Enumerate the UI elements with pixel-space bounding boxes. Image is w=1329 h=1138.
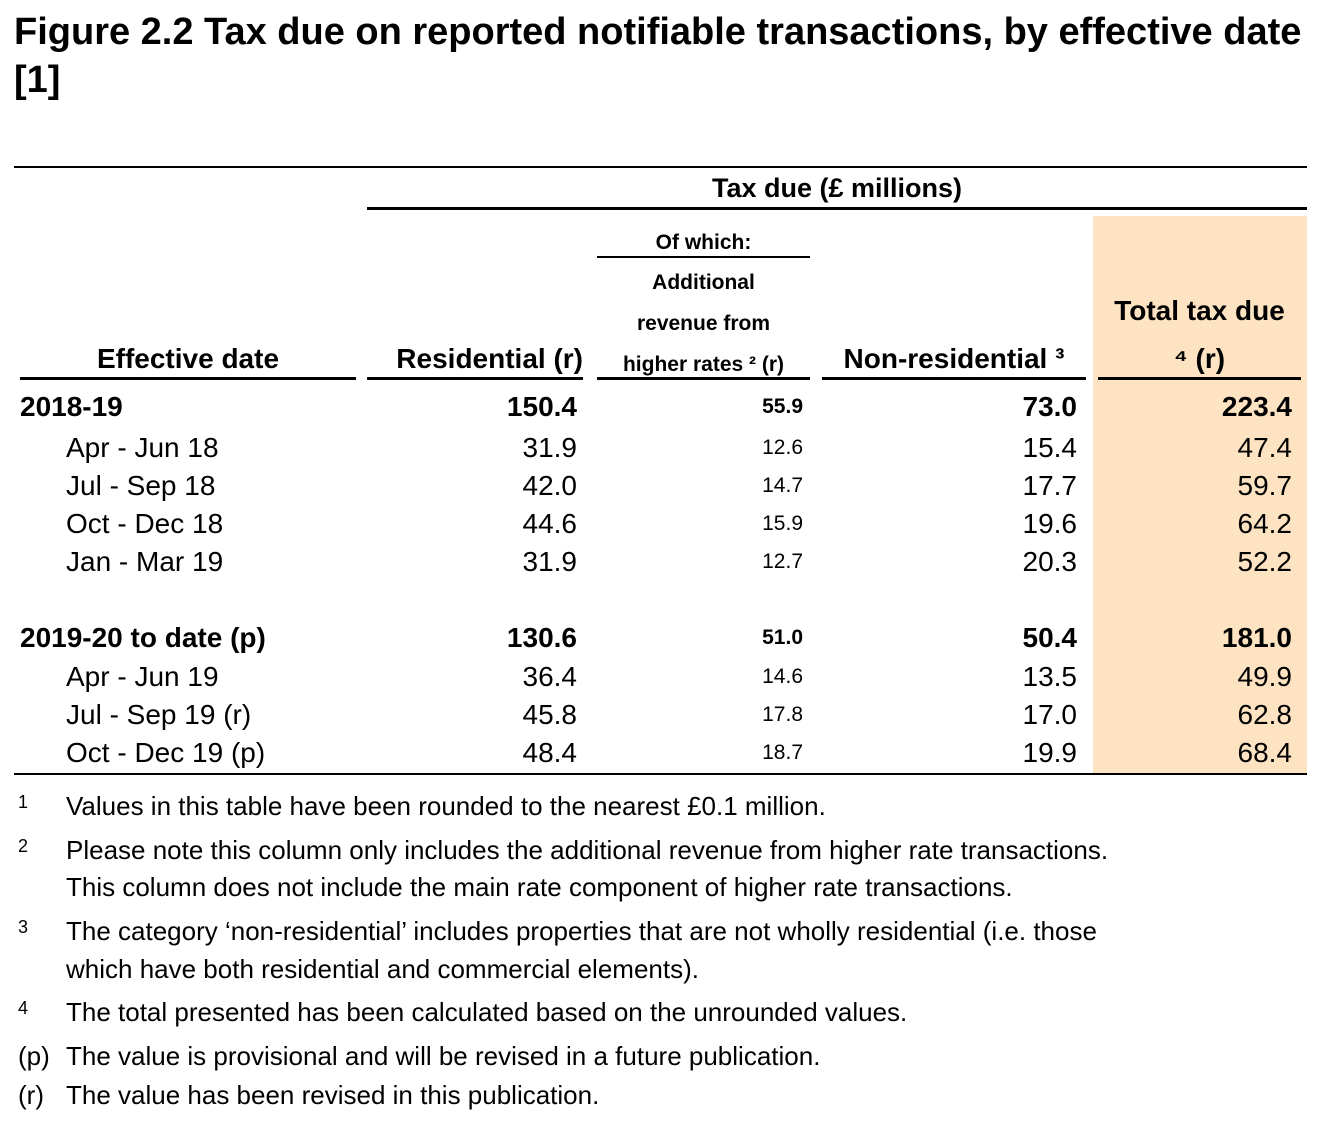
total-underline: [1098, 377, 1301, 380]
footnote-text: The value has been revised in this publi…: [66, 1080, 600, 1110]
non-residential-header: Non-residential ³: [843, 343, 1065, 374]
non-residential-value: 20.3: [1022, 546, 1078, 577]
non-residential-value: 13.5: [1022, 661, 1078, 692]
revenue-from-label: revenue from: [636, 312, 771, 335]
table-row: Oct - Dec 18 44.6 15.9 19.6 64.2: [0, 505, 1329, 543]
total-header-line2: ⁴ (r): [1173, 343, 1226, 374]
footnote-marker: (r): [18, 1080, 44, 1110]
total-value: 62.8: [1237, 699, 1293, 730]
non-residential-value: 17.7: [1022, 470, 1078, 501]
row-label: Oct - Dec 18: [66, 508, 224, 539]
residential-value: 42.0: [522, 470, 578, 501]
additional-value: 14.6: [762, 665, 803, 688]
footnote-text: The category ‘non-residential’ includes …: [66, 916, 1097, 946]
additional-value: 12.7: [762, 550, 803, 573]
non-residential-value: 73.0: [1022, 391, 1078, 422]
row-label: 2018-19: [20, 391, 123, 422]
table-row: 2019-20 to date (p) 130.6 51.0 50.4 181.…: [0, 619, 1329, 657]
table-row: Apr - Jun 19 36.4 14.6 13.5 49.9: [0, 658, 1329, 696]
table-row: Jan - Mar 19 31.9 12.7 20.3 52.2: [0, 543, 1329, 581]
table-row: Jul - Sep 19 (r) 45.8 17.8 17.0 62.8: [0, 696, 1329, 734]
table-row: Jul - Sep 18 42.0 14.7 17.7 59.7: [0, 467, 1329, 505]
effective-date-underline: [20, 377, 356, 380]
non-residential-value: 50.4: [1022, 622, 1078, 653]
footnote-text: Values in this table have been rounded t…: [66, 791, 826, 821]
residential-value: 31.9: [522, 546, 578, 577]
table-row: 2018-19 150.4 55.9 73.0 223.4: [0, 388, 1329, 426]
row-label: 2019-20 to date (p): [20, 622, 266, 653]
footnote-marker: 3: [18, 917, 29, 937]
table-row: Oct - Dec 19 (p) 48.4 18.7 19.9 68.4: [0, 734, 1329, 772]
footnote-marker: 2: [18, 836, 29, 856]
footnote-marker: 4: [18, 998, 29, 1018]
row-label: Jan - Mar 19: [66, 546, 224, 577]
non-residential-value: 17.0: [1022, 699, 1078, 730]
total-header-line1: Total tax due: [1114, 295, 1285, 326]
row-label: Jul - Sep 18: [66, 470, 216, 501]
row-label: Apr - Jun 19: [66, 661, 219, 692]
of-which-label: Of which:: [655, 231, 752, 254]
figure-title: Figure 2.2 Tax due on reported notifiabl…: [14, 11, 1302, 101]
total-value: 59.7: [1237, 470, 1293, 501]
total-value: 47.4: [1237, 432, 1293, 463]
table-top-rule: [14, 166, 1307, 168]
residential-value: 44.6: [522, 508, 578, 539]
of-which-underline: [597, 256, 810, 258]
total-value: 64.2: [1237, 508, 1293, 539]
table-bottom-rule: [14, 773, 1307, 775]
total-column-highlight: [1093, 216, 1307, 774]
non-residential-underline: [822, 377, 1086, 380]
total-value: 52.2: [1237, 546, 1293, 577]
residential-value: 150.4: [506, 391, 577, 422]
footnote-marker: (p): [18, 1041, 50, 1071]
residential-header: Residential (r): [396, 343, 583, 374]
additional-value: 51.0: [762, 626, 803, 649]
footnote-text: which have both residential and commerci…: [66, 954, 699, 984]
additional-underline: [597, 377, 810, 380]
footnote-text: This column does not include the main ra…: [66, 872, 1013, 902]
non-residential-value: 19.9: [1022, 737, 1078, 768]
non-residential-value: 19.6: [1022, 508, 1078, 539]
higher-rates-label: higher rates ² (r): [622, 353, 785, 376]
group-header: Tax due (£ millions): [711, 173, 963, 203]
footnote-text: Please note this column only includes th…: [66, 835, 1109, 865]
table-row: Apr - Jun 18 31.9 12.6 15.4 47.4: [0, 429, 1329, 467]
footnote-marker: 1: [18, 792, 29, 812]
row-label: Apr - Jun 18: [66, 432, 219, 463]
footnote-text: The value is provisional and will be rev…: [66, 1041, 821, 1071]
residential-value: 45.8: [522, 699, 578, 730]
residential-value: 31.9: [522, 432, 578, 463]
additional-value: 55.9: [762, 395, 803, 418]
total-value: 68.4: [1237, 737, 1293, 768]
total-value: 49.9: [1237, 661, 1293, 692]
footnote-text: The total presented has been calculated …: [66, 997, 908, 1027]
total-value: 181.0: [1221, 622, 1292, 653]
row-label: Jul - Sep 19 (r): [66, 699, 252, 730]
additional-value: 17.8: [762, 703, 803, 726]
additional-value: 15.9: [762, 512, 803, 535]
non-residential-value: 15.4: [1022, 432, 1078, 463]
additional-value: 18.7: [762, 741, 803, 764]
total-value: 223.4: [1221, 391, 1292, 422]
residential-value: 130.6: [506, 622, 577, 653]
residential-value: 36.4: [522, 661, 578, 692]
residential-value: 48.4: [522, 737, 578, 768]
effective-date-header: Effective date: [96, 343, 280, 374]
group-header-underline: [367, 207, 1307, 210]
additional-label: Additional: [652, 271, 755, 294]
residential-underline: [367, 377, 583, 380]
additional-value: 12.6: [762, 436, 803, 459]
additional-value: 14.7: [762, 474, 803, 497]
row-label: Oct - Dec 19 (p): [66, 737, 266, 768]
